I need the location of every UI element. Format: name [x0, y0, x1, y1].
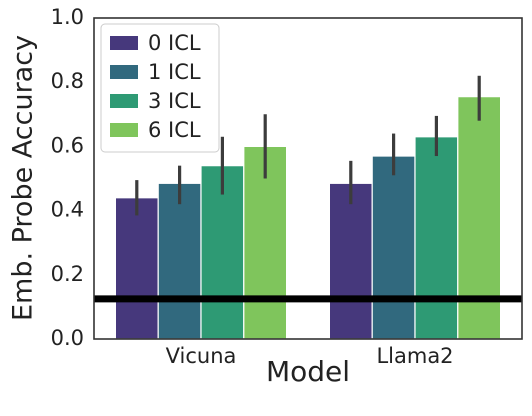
- legend-label: 6 ICL: [148, 118, 201, 142]
- bar-1-icl-vicuna: [157, 182, 202, 340]
- legend-swatch: [110, 36, 138, 50]
- y-axis-ticks: 0.0 0.2 0.4 0.6 0.8 1.0: [51, 5, 84, 350]
- legend-box: [100, 23, 220, 153]
- bar-3-icl-llama2: [414, 136, 459, 340]
- y-axis-label: Emb. Probe Accuracy: [8, 35, 39, 321]
- y-tick-label: 0.8: [51, 69, 84, 93]
- x-tick-label: Llama2: [376, 344, 453, 368]
- bar-1-icl-llama2: [371, 155, 416, 340]
- plot-frame: [93, 17, 523, 340]
- bar-0-icl-llama2: [328, 182, 373, 340]
- legend-swatch: [110, 123, 138, 137]
- bar-6-icl-llama2: [457, 96, 502, 340]
- y-tick-label: 0.6: [51, 133, 84, 157]
- legend: 0 ICL 1 ICL 3 ICL 6 ICL: [100, 23, 220, 153]
- x-axis-label: Model: [266, 355, 350, 388]
- x-tick-label: Vicuna: [166, 344, 237, 368]
- legend-swatch: [110, 65, 138, 79]
- y-tick-label: 0.0: [51, 326, 84, 350]
- y-tick-label: 1.0: [51, 5, 84, 29]
- x-axis-ticks: Vicuna Llama2: [166, 344, 454, 368]
- bars-group: [114, 96, 502, 340]
- legend-label: 1 ICL: [148, 60, 201, 84]
- legend-label: 0 ICL: [148, 31, 201, 55]
- legend-swatch: [110, 94, 138, 108]
- y-tick-label: 0.4: [51, 198, 84, 222]
- error-bars-group: [135, 75, 481, 216]
- legend-label: 3 ICL: [148, 89, 201, 113]
- y-tick-label: 0.2: [51, 262, 84, 286]
- bar-0-icl-vicuna: [114, 197, 159, 340]
